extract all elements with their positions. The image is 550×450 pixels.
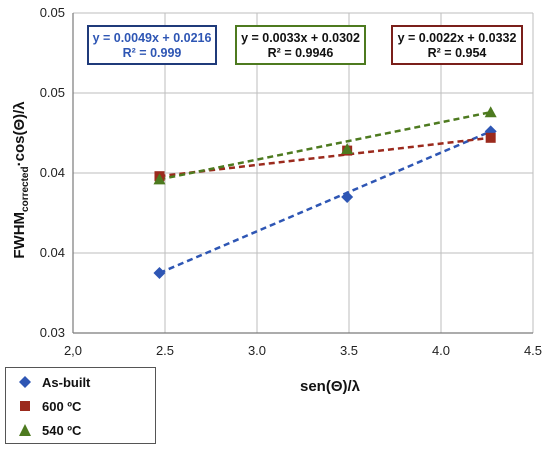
equation-text: y = 0.0033x + 0.0302 — [241, 31, 360, 45]
legend: As-built 600 ºC 540 ºC — [5, 367, 156, 444]
x-tick-label: 2,0 — [64, 343, 82, 358]
trendline — [159, 136, 491, 178]
trendlines — [158, 110, 492, 275]
grid — [72, 12, 534, 334]
equation-text: y = 0.0022x + 0.0332 — [398, 31, 517, 45]
x-tick-label: 3.0 — [248, 343, 266, 358]
data-point-diamond — [341, 191, 354, 203]
data-point-diamond — [153, 267, 166, 279]
data-point-triangle — [153, 173, 166, 185]
x-tick-label: 3.5 — [340, 343, 358, 358]
y-tick-label: 0.04 — [40, 165, 65, 180]
x-axis-title: sen(Θ)/λ — [300, 378, 361, 395]
legend-label: 540 ºC — [42, 422, 82, 438]
trendline — [158, 130, 492, 275]
y-axis-title: FWHMcorrected·cos(Θ)/λ — [11, 101, 31, 259]
r-squared-text: R² = 0.9946 — [268, 46, 334, 60]
tick-labels: 2,0 2.5 3.0 3.5 4.0 4.5 0.03 0.04 0.04 0.05 0.05 — [40, 5, 542, 358]
y-tick-label: 0.04 — [40, 245, 65, 260]
equation-box-border — [235, 25, 366, 65]
y-tick-label: 0.05 — [40, 5, 65, 20]
legend-item-as-built: As-built — [6, 372, 90, 392]
y-axis-title-rest: ·cos(Θ)/λ — [11, 101, 28, 167]
x-tick-label: 4.5 — [524, 343, 542, 358]
equation-box-border — [391, 25, 523, 65]
legend-item-540c: 540 ºC — [6, 420, 81, 440]
y-tick-label: 0.05 — [40, 85, 65, 100]
x-tick-label: 2.5 — [156, 343, 174, 358]
square-marker-icon — [20, 401, 30, 411]
diamond-marker-icon — [19, 376, 31, 388]
y-tick-label: 0.03 — [40, 325, 65, 340]
legend-item-600c: 600 ºC — [6, 396, 81, 416]
data-point-triangle — [484, 106, 497, 118]
triangle-marker-icon — [19, 424, 31, 436]
r-squared-text: R² = 0.999 — [123, 46, 182, 60]
equation-box-border — [87, 25, 217, 65]
equation-text: y = 0.0049x + 0.0216 — [93, 31, 212, 45]
data-point-triangle — [341, 143, 354, 154]
data-point-square — [485, 132, 496, 143]
legend-label: 600 ºC — [42, 398, 82, 414]
x-tick-label: 4.0 — [432, 343, 450, 358]
legend-label: As-built — [42, 374, 91, 390]
data-points — [153, 106, 497, 279]
axes — [72, 13, 533, 334]
y-axis-title-sub: corrected — [20, 166, 31, 212]
r-squared-text: R² = 0.954 — [428, 46, 487, 60]
trendline — [159, 110, 491, 181]
y-axis-title-main: FWHM — [11, 212, 28, 259]
